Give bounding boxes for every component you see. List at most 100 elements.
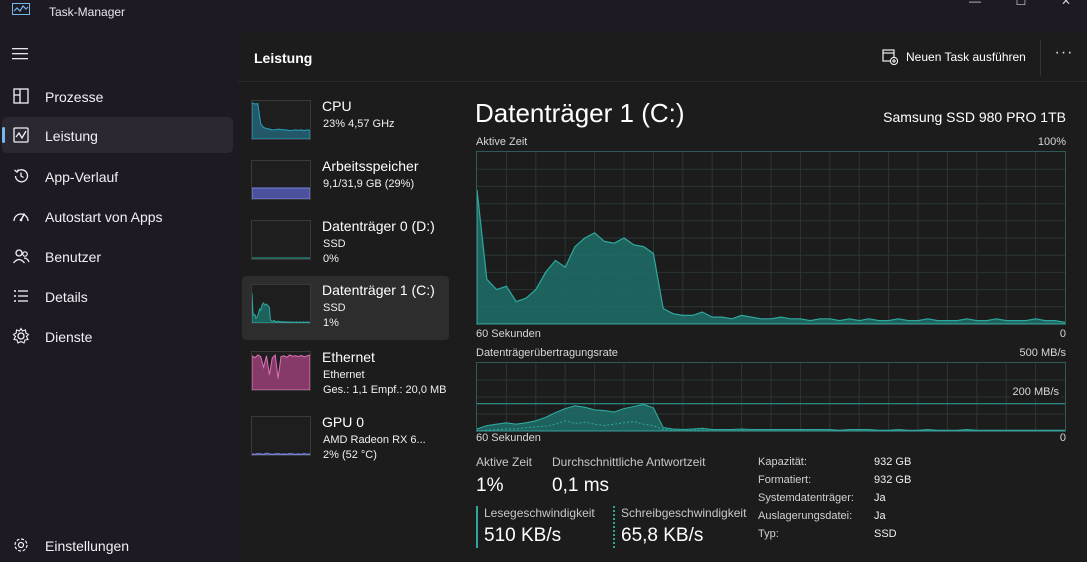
active-time-max-label: 100% bbox=[1037, 136, 1066, 148]
nav-label: Einstellungen bbox=[45, 538, 130, 554]
active-time-min-label: 0 bbox=[1059, 328, 1066, 340]
nav-item-details[interactable]: Details bbox=[2, 278, 233, 314]
device-info: 9,1/31,9 GB (29%) bbox=[323, 178, 415, 190]
read-rate-series bbox=[477, 403, 1065, 431]
run-task-icon bbox=[882, 49, 898, 65]
read-speed-indicator-bar bbox=[476, 506, 478, 548]
device-name: Ethernet bbox=[322, 349, 375, 365]
response-time-stat-value: 0,1 ms bbox=[552, 475, 610, 496]
processes-icon bbox=[13, 88, 29, 104]
transfer-rate-graph: 200 MB/s bbox=[476, 362, 1066, 432]
property-value-formatted: 932 GB bbox=[874, 474, 912, 486]
page-title: Leistung bbox=[254, 50, 313, 66]
property-value-capacity: 932 GB bbox=[874, 456, 912, 468]
active-time-graph-label: Aktive Zeit bbox=[476, 136, 528, 148]
device-type: SSD bbox=[323, 238, 346, 250]
write-speed-indicator-bar bbox=[613, 506, 615, 548]
nav-item-app-history[interactable]: App-Verlauf bbox=[2, 158, 233, 194]
nav-item-performance[interactable]: Leistung bbox=[2, 117, 233, 153]
device-name: Datenträger 0 (D:) bbox=[322, 218, 435, 234]
nav-item-startup-apps[interactable]: Autostart von Apps bbox=[2, 198, 233, 234]
users-icon bbox=[12, 249, 30, 264]
transfer-rate-time-label: 60 Sekunden bbox=[476, 432, 541, 444]
title-bar: Task-Manager — ☐ ✕ bbox=[0, 0, 1087, 32]
services-icon bbox=[12, 327, 30, 344]
ethernet-thumbnail-graph bbox=[251, 351, 311, 391]
close-button[interactable]: ✕ bbox=[1060, 0, 1072, 8]
write-speed-stat-label: Schreibgeschwindigkeit bbox=[621, 506, 747, 520]
detail-title: Datenträger 1 (C:) bbox=[475, 98, 685, 128]
header-divider-line bbox=[238, 81, 1087, 82]
nav-label: App-Verlauf bbox=[45, 169, 119, 185]
minimize-button[interactable]: — bbox=[969, 0, 981, 8]
window-title: Task-Manager bbox=[49, 5, 126, 19]
property-key-formatted: Formatiert: bbox=[758, 474, 812, 486]
device-type: SSD bbox=[323, 302, 346, 314]
nav-selection-indicator bbox=[2, 127, 5, 143]
device-name: Arbeitsspeicher bbox=[322, 158, 419, 174]
property-key-system-disk: Systemdatenträger: bbox=[758, 492, 854, 504]
nav-item-settings[interactable]: Einstellungen bbox=[2, 527, 233, 562]
settings-gear-icon bbox=[14, 538, 28, 552]
property-key-page-file: Auslagerungsdatei: bbox=[758, 510, 853, 522]
performance-panel: Leistung Neuen Task ausführen ··· CPU 23… bbox=[238, 32, 1087, 562]
property-value-system-disk: Ja bbox=[874, 492, 886, 504]
transfer-rate-min-label: 0 bbox=[1059, 432, 1066, 444]
maximize-button[interactable]: ☐ bbox=[1015, 0, 1027, 8]
nav-label: Prozesse bbox=[45, 89, 104, 105]
nav-label: Dienste bbox=[45, 329, 93, 345]
device-info: Ethernet bbox=[323, 369, 365, 381]
device-name: Datenträger 1 (C:) bbox=[322, 282, 435, 298]
task-manager-app-icon bbox=[12, 3, 30, 15]
active-time-stat-value: 1% bbox=[476, 475, 504, 496]
startup-icon bbox=[13, 213, 29, 222]
hamburger-menu-icon[interactable] bbox=[12, 47, 30, 61]
nav-label: Benutzer bbox=[45, 249, 102, 265]
response-time-stat-label: Durchschnittliche Antwortzeit bbox=[552, 455, 706, 469]
nav-label: Leistung bbox=[45, 128, 98, 144]
device-item-disk-1[interactable]: Datenträger 1 (C:) SSD 1% bbox=[242, 276, 449, 340]
device-usage: 0% bbox=[323, 253, 339, 265]
nav-item-users[interactable]: Benutzer bbox=[2, 238, 233, 274]
device-usage: 2% (52 °C) bbox=[323, 449, 377, 461]
active-time-time-label: 60 Sekunden bbox=[476, 328, 541, 340]
device-item-ethernet[interactable]: Ethernet Ethernet Ges.: 1,1 Empf.: 20,0 … bbox=[242, 343, 449, 407]
active-time-graph bbox=[476, 151, 1066, 325]
device-name: GPU 0 bbox=[322, 414, 365, 430]
history-icon bbox=[14, 169, 29, 183]
nav-item-services[interactable]: Dienste bbox=[2, 318, 233, 354]
transfer-rate-reference-label: 200 MB/s bbox=[1010, 386, 1061, 398]
property-key-type: Typ: bbox=[758, 528, 779, 540]
property-value-type: SSD bbox=[874, 528, 897, 540]
device-item-disk-0[interactable]: Datenträger 0 (D:) SSD 0% bbox=[242, 212, 449, 276]
device-item-cpu[interactable]: CPU 23% 4,57 GHz bbox=[242, 92, 449, 156]
details-icon bbox=[14, 290, 28, 302]
cpu-thumbnail-graph bbox=[251, 100, 311, 140]
more-options-button[interactable]: ··· bbox=[1054, 44, 1074, 61]
device-model: AMD Radeon RX 6... bbox=[323, 434, 426, 446]
nav-label: Details bbox=[45, 289, 88, 305]
nav-item-processes[interactable]: Prozesse bbox=[2, 78, 233, 114]
memory-thumbnail-graph bbox=[251, 160, 311, 200]
device-item-memory[interactable]: Arbeitsspeicher 9,1/31,9 GB (29%) bbox=[242, 152, 449, 216]
active-time-stat-label: Aktive Zeit bbox=[476, 455, 533, 469]
transfer-rate-max-label: 500 MB/s bbox=[1019, 347, 1066, 359]
write-speed-stat-value: 65,8 KB/s bbox=[621, 525, 704, 546]
disk0-thumbnail-graph bbox=[251, 220, 311, 260]
device-info: 23% 4,57 GHz bbox=[323, 118, 395, 130]
active-time-series bbox=[477, 189, 1065, 324]
property-value-page-file: Ja bbox=[874, 510, 886, 522]
device-throughput: Ges.: 1,1 Empf.: 20,0 MB bbox=[323, 384, 447, 396]
gpu-thumbnail-graph bbox=[251, 416, 311, 456]
performance-icon bbox=[13, 127, 29, 143]
disk-model: Samsung SSD 980 PRO 1TB bbox=[883, 109, 1066, 125]
device-usage: 1% bbox=[323, 317, 339, 329]
run-task-label: Neuen Task ausführen bbox=[906, 50, 1026, 64]
transfer-rate-graph-label: Datenträgerübertragungsrate bbox=[476, 347, 618, 359]
read-speed-stat-label: Lesegeschwindigkeit bbox=[484, 506, 595, 520]
property-key-capacity: Kapazität: bbox=[758, 456, 807, 468]
header-divider bbox=[1040, 40, 1041, 76]
device-item-gpu-0[interactable]: GPU 0 AMD Radeon RX 6... 2% (52 °C) bbox=[242, 408, 449, 472]
read-speed-stat-value: 510 KB/s bbox=[484, 525, 562, 546]
device-name: CPU bbox=[322, 98, 352, 114]
